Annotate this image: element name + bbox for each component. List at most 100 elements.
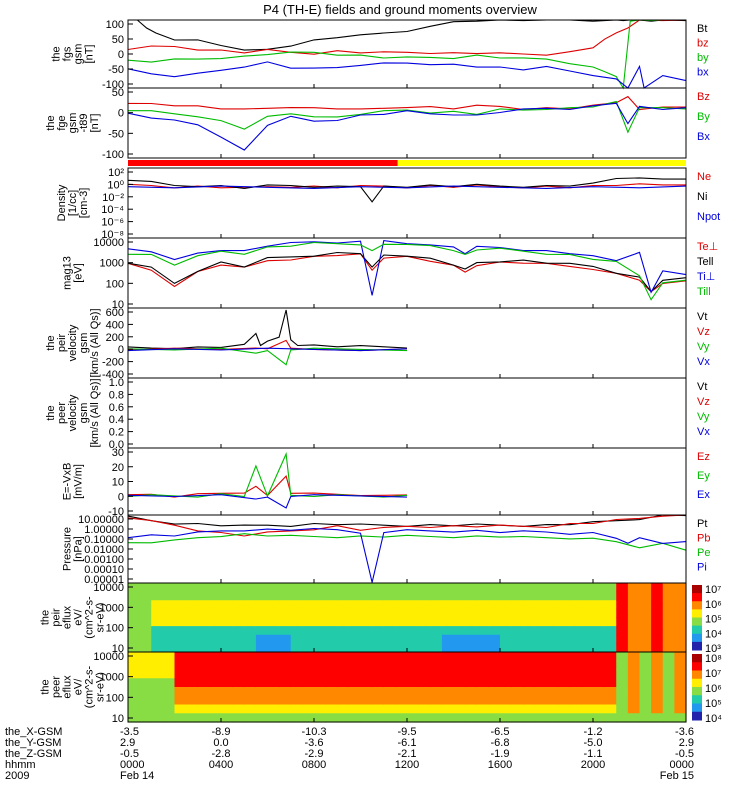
spectrogram-cell <box>581 695 594 706</box>
spectrogram-cell <box>151 652 164 662</box>
y-tick-label: 10 <box>112 643 124 655</box>
spectrogram-cell <box>465 626 478 636</box>
spectrogram-cell <box>418 626 431 636</box>
spectrogram-cell <box>407 608 420 619</box>
spectrogram-cell <box>290 634 303 644</box>
spectrogram-cell <box>604 617 617 627</box>
spectrogram-cell <box>616 583 629 593</box>
spectrogram-cell <box>418 608 431 619</box>
spectrogram-cell <box>360 652 373 662</box>
y-axis-label-line: peer <box>51 676 63 698</box>
spectrogram-cell <box>441 687 455 697</box>
spectrogram-cell <box>337 591 350 601</box>
y-axis-label-line: eflux <box>62 675 74 699</box>
spectrogram-cell <box>372 695 385 706</box>
spectrogram-cell <box>255 704 269 714</box>
spectrogram-cell <box>511 713 524 723</box>
spectrogram-cell <box>186 652 199 662</box>
spectrogram-cell <box>534 591 548 601</box>
spectrogram-cell <box>383 687 396 697</box>
spectrogram-cell <box>139 600 152 610</box>
spectrogram-cell <box>209 678 222 688</box>
spectrogram-cell <box>395 678 408 688</box>
spectrogram-cell <box>221 704 234 714</box>
legend-label: Bx <box>697 131 710 143</box>
spectrogram-cell <box>337 669 350 679</box>
spectrogram-cell <box>418 713 431 723</box>
spectrogram-cell <box>221 608 234 619</box>
spectrogram-cell <box>372 643 385 653</box>
spectrogram-cell <box>186 669 199 679</box>
spectrogram-cell <box>639 634 652 644</box>
series-line-Pt <box>127 514 687 527</box>
spectrogram-cell <box>627 600 641 610</box>
y-axis-label-line: [km/s (All Qs)] <box>89 308 101 377</box>
spectrogram-cell <box>255 608 269 619</box>
spectrogram-cell <box>395 643 408 653</box>
spectrogram-cell <box>372 669 385 679</box>
spectrogram-cell <box>500 695 513 706</box>
spectrogram-cell <box>244 600 257 610</box>
spectrogram-cell <box>511 678 524 688</box>
spectrogram-cell <box>674 583 687 593</box>
spectrogram-cell <box>534 704 548 714</box>
spectrogram-cell <box>325 626 338 636</box>
y-axis-label-line: [km/s (All Qs)] <box>89 378 101 447</box>
spectrogram-cell <box>337 608 350 619</box>
y-tick-label: 0.00001 <box>84 574 124 586</box>
spectrogram-cell <box>523 678 536 688</box>
spectrogram-cell <box>534 643 548 653</box>
y-axis-label-line: [cm-3] <box>78 188 90 219</box>
spectrogram-cell <box>407 600 420 610</box>
x-axis-value: -10.3 <box>301 726 326 738</box>
spectrogram-cell <box>348 660 362 671</box>
spectrogram-cell <box>255 634 269 644</box>
y-tick-label: -50 <box>108 128 124 140</box>
spectrogram-cell <box>162 600 176 610</box>
spectrogram-cell <box>593 713 606 723</box>
y-tick-label: -100 <box>102 149 124 161</box>
spectrogram-cell <box>232 626 245 636</box>
spectrogram-cell <box>604 669 617 679</box>
spectrogram-cell <box>569 695 582 706</box>
spectrogram-cell <box>209 695 222 706</box>
spectrogram-cell <box>441 591 455 601</box>
spectrogram-cell <box>674 660 687 671</box>
spectrogram-cell <box>500 608 513 619</box>
spectrogram-cell <box>674 678 687 688</box>
spectrogram-cell <box>500 600 513 610</box>
spectrogram-cell <box>674 626 687 636</box>
spectrogram-cell <box>255 678 269 688</box>
spectrogram-cell <box>360 617 373 627</box>
spectrogram-cell <box>302 591 315 601</box>
spectrogram-cell <box>465 591 478 601</box>
x-axis-value: -3.5 <box>120 726 139 738</box>
spectrogram-cell <box>279 704 292 714</box>
spectrogram-cell <box>558 678 571 688</box>
spectrogram-cell <box>290 678 303 688</box>
spectrogram-cell <box>279 591 292 601</box>
spectrogram-cell <box>255 643 269 653</box>
colorbar-segment <box>692 678 702 688</box>
spectrogram-cell <box>546 634 559 644</box>
spectrogram-cell <box>314 608 327 619</box>
spectrogram-cell <box>209 687 222 697</box>
x-axis-value: -2.1 <box>398 748 417 760</box>
spectrogram-cell <box>174 634 187 644</box>
x-axis-row-label: hhmm <box>5 759 36 771</box>
spectrogram-cell <box>418 695 431 706</box>
spectrogram-cell <box>244 678 257 688</box>
spectrogram-cell <box>337 704 350 714</box>
spectrogram-cell <box>651 669 664 679</box>
spectrogram-cell <box>383 660 396 671</box>
spectrogram-cell <box>418 687 431 697</box>
series-line-by <box>127 19 686 90</box>
spectrogram-cell <box>604 678 617 688</box>
spectrogram-cell <box>139 626 152 636</box>
spectrogram-cell <box>174 713 187 723</box>
spectrogram-cell <box>674 669 687 679</box>
spectrogram-cell <box>151 695 164 706</box>
spectrogram-cell <box>581 591 594 601</box>
spectrogram-cell <box>186 600 199 610</box>
